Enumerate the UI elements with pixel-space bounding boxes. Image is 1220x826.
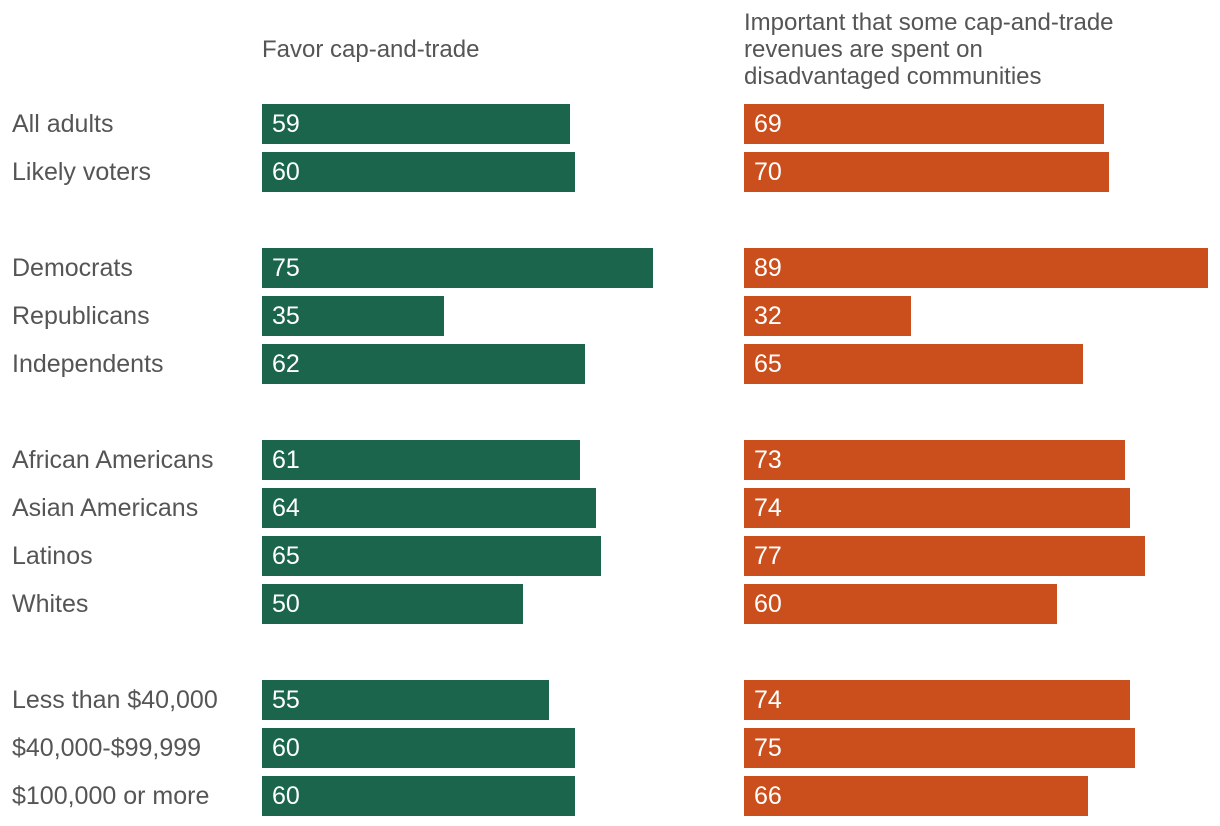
category-label: Likely voters [12, 158, 151, 186]
data-label: 77 [754, 542, 782, 570]
series-header: Favor cap-and-trade [262, 36, 479, 63]
series-header: Important that some cap-and-trade revenue… [744, 9, 1114, 90]
bar [744, 344, 1083, 384]
series-header-line: disadvantaged communities [744, 63, 1042, 90]
category-label: All adults [12, 110, 114, 138]
bar [744, 776, 1088, 816]
category-label: Asian Americans [12, 494, 199, 522]
data-label: 73 [754, 446, 782, 474]
bar [262, 680, 549, 720]
bar [262, 104, 570, 144]
bar [744, 728, 1135, 768]
series-header-line: Important that some cap-and-trade [744, 9, 1114, 36]
data-label: 55 [272, 686, 300, 714]
bar [262, 536, 601, 576]
category-label: $40,000-$99,999 [12, 734, 202, 762]
bar [744, 536, 1145, 576]
category-label: $100,000 or more [12, 782, 210, 810]
bar [262, 440, 580, 480]
data-label: 75 [754, 734, 782, 762]
data-label: 65 [754, 350, 782, 378]
data-label: 32 [754, 302, 782, 330]
data-label: 74 [754, 686, 782, 714]
bar [744, 680, 1130, 720]
category-label: Whites [12, 590, 89, 618]
series-header-line: Favor cap-and-trade [262, 36, 480, 63]
data-label: 61 [272, 446, 300, 474]
bar [744, 152, 1109, 192]
bar [744, 296, 911, 336]
series-header-line: revenues are spent on [744, 36, 983, 63]
data-label: 69 [754, 110, 782, 138]
bar [262, 776, 575, 816]
data-label: 75 [272, 254, 300, 282]
category-label: African Americans [12, 446, 214, 474]
category-label: Latinos [12, 542, 93, 570]
data-label: 89 [754, 254, 782, 282]
category-label: Republicans [12, 302, 150, 330]
data-label: 65 [272, 542, 300, 570]
data-label: 60 [272, 782, 300, 810]
data-label: 74 [754, 494, 782, 522]
data-label: 62 [272, 350, 300, 378]
category-label: Less than $40,000 [12, 686, 218, 714]
data-label: 59 [272, 110, 300, 138]
bar [744, 440, 1125, 480]
bar [744, 248, 1208, 288]
data-label: 50 [272, 590, 300, 618]
bar [744, 104, 1104, 144]
category-label: Independents [12, 350, 164, 378]
bar [262, 584, 523, 624]
data-label: 60 [272, 734, 300, 762]
data-label: 35 [272, 302, 300, 330]
bar [262, 296, 444, 336]
data-label: 60 [272, 158, 300, 186]
data-label: 66 [754, 782, 782, 810]
bar [744, 584, 1057, 624]
bar [262, 344, 585, 384]
bar [262, 728, 575, 768]
category-label: Democrats [12, 254, 133, 282]
data-label: 64 [272, 494, 300, 522]
bar [262, 248, 653, 288]
data-label: 70 [754, 158, 782, 186]
bar [262, 152, 575, 192]
bar [262, 488, 596, 528]
data-label: 60 [754, 590, 782, 618]
bar [744, 488, 1130, 528]
